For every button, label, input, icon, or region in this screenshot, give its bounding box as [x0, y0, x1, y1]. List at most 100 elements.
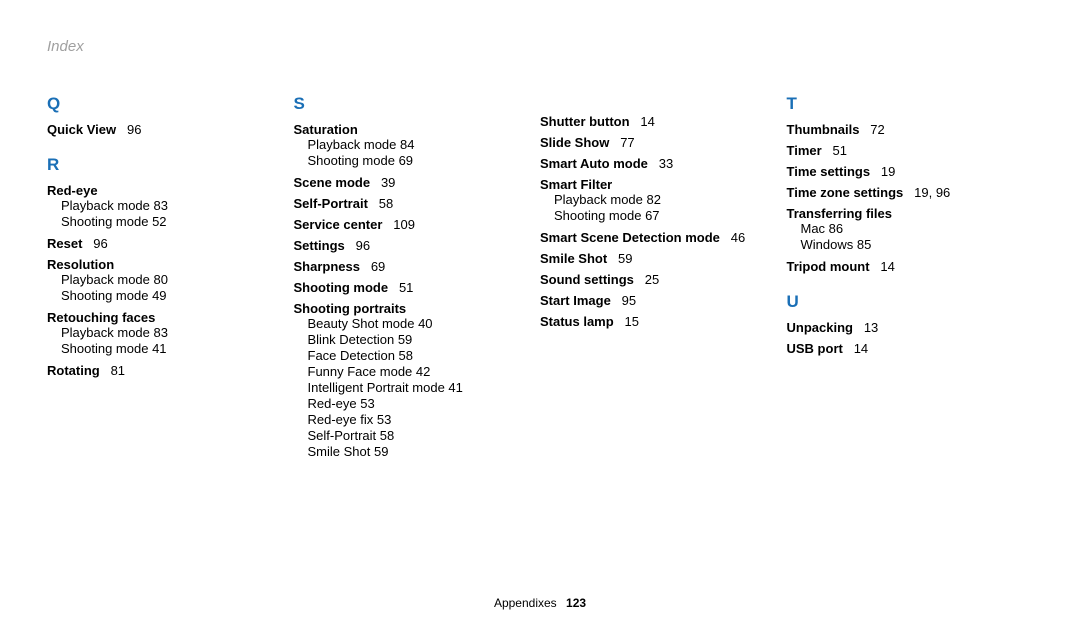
pages: 95: [622, 293, 636, 308]
term: Start Image: [540, 293, 618, 308]
footer-page: 123: [566, 596, 586, 610]
pages: 59: [618, 251, 632, 266]
entry-self-portrait: Self-Portrait 58: [294, 196, 541, 211]
column-3: Shutter button 14 Slide Show 77 Smart Au…: [540, 90, 787, 466]
entry-saturation: Saturation Playback mode 84 Shooting mod…: [294, 122, 541, 169]
term: Self-Portrait: [294, 196, 376, 211]
term: Time settings: [787, 164, 878, 179]
term: Smart Scene Detection mode: [540, 230, 727, 245]
pages: 14: [854, 341, 868, 356]
pages: 25: [645, 272, 659, 287]
pages: 14: [880, 259, 894, 274]
sub: Red-eye 53: [308, 396, 541, 411]
pages: 46: [731, 230, 745, 245]
entry-rotating: Rotating 81: [47, 363, 294, 378]
entry-transferring-files: Transferring files Mac 86 Windows 85: [787, 206, 1034, 253]
pages: 81: [111, 363, 125, 378]
entry-shooting-portraits: Shooting portraits Beauty Shot mode 40 B…: [294, 301, 541, 460]
sub: Beauty Shot mode 40: [308, 316, 541, 331]
sub: Windows 85: [801, 237, 1034, 252]
entry-sound-settings: Sound settings 25: [540, 272, 787, 287]
entry-time-settings: Time settings 19: [787, 164, 1034, 179]
term: Settings: [294, 238, 353, 253]
sub: Funny Face mode 42: [308, 364, 541, 379]
entry-sharpness: Sharpness 69: [294, 259, 541, 274]
column-4: T Thumbnails 72 Timer 51 Time settings 1…: [787, 90, 1034, 466]
sub: Self-Portrait 58: [308, 428, 541, 443]
entry-retouching-faces: Retouching faces Playback mode 83 Shooti…: [47, 310, 294, 357]
sub: Shooting mode 69: [308, 153, 541, 168]
term: Red-eye: [47, 183, 294, 198]
page-header: Index: [47, 38, 84, 55]
letter-r: R: [47, 155, 294, 175]
term: Status lamp: [540, 314, 621, 329]
sub: Red-eye fix 53: [308, 412, 541, 427]
term: Rotating: [47, 363, 107, 378]
entry-reset: Reset 96: [47, 236, 294, 251]
entry-quick-view: Quick View 96: [47, 122, 294, 137]
sub: Shooting mode 49: [61, 288, 294, 303]
term: Timer: [787, 143, 829, 158]
sub: Blink Detection 59: [308, 332, 541, 347]
term: Reset: [47, 236, 90, 251]
column-1: Q Quick View 96 R Red-eye Playback mode …: [47, 90, 294, 466]
pages: 19: [881, 164, 895, 179]
term: Smart Filter: [540, 177, 787, 192]
entry-usb-port: USB port 14: [787, 341, 1034, 356]
pages: 58: [379, 196, 393, 211]
sub: Shooting mode 41: [61, 341, 294, 356]
entry-thumbnails: Thumbnails 72: [787, 122, 1034, 137]
entry-tripod-mount: Tripod mount 14: [787, 259, 1034, 274]
pages: 51: [399, 280, 413, 295]
entry-slide-show: Slide Show 77: [540, 135, 787, 150]
entry-red-eye: Red-eye Playback mode 83 Shooting mode 5…: [47, 183, 294, 230]
term: Shooting portraits: [294, 301, 541, 316]
sub: Shooting mode 67: [554, 208, 787, 223]
term: Slide Show: [540, 135, 617, 150]
entry-smart-filter: Smart Filter Playback mode 82 Shooting m…: [540, 177, 787, 224]
footer-section: Appendixes: [494, 596, 557, 610]
sub: Playback mode 80: [61, 272, 294, 287]
entry-time-zone: Time zone settings 19, 96: [787, 185, 1034, 200]
term: Scene mode: [294, 175, 378, 190]
term: Shooting mode: [294, 280, 396, 295]
pages: 109: [393, 217, 415, 232]
entry-unpacking: Unpacking 13: [787, 320, 1034, 335]
pages: 69: [371, 259, 385, 274]
term: Retouching faces: [47, 310, 294, 325]
term: Thumbnails: [787, 122, 867, 137]
sub: Playback mode 82: [554, 192, 787, 207]
term: Unpacking: [787, 320, 861, 335]
pages: 51: [833, 143, 847, 158]
sub: Playback mode 83: [61, 325, 294, 340]
term: USB port: [787, 341, 851, 356]
term: Smart Auto mode: [540, 156, 655, 171]
entry-resolution: Resolution Playback mode 80 Shooting mod…: [47, 257, 294, 304]
term: Sound settings: [540, 272, 641, 287]
entry-shooting-mode: Shooting mode 51: [294, 280, 541, 295]
entry-scene-mode: Scene mode 39: [294, 175, 541, 190]
letter-s: S: [294, 94, 541, 114]
pages: 15: [625, 314, 639, 329]
pages: 39: [381, 175, 395, 190]
term: Shutter button: [540, 114, 637, 129]
term: Tripod mount: [787, 259, 877, 274]
term: Service center: [294, 217, 390, 232]
term: Sharpness: [294, 259, 368, 274]
pages: 96: [356, 238, 370, 253]
sub: Playback mode 83: [61, 198, 294, 213]
entry-service-center: Service center 109: [294, 217, 541, 232]
entry-shutter-button: Shutter button 14: [540, 114, 787, 129]
index-columns: Q Quick View 96 R Red-eye Playback mode …: [47, 90, 1033, 466]
pages: 13: [864, 320, 878, 335]
term: Saturation: [294, 122, 541, 137]
index-page: Index Q Quick View 96 R Red-eye Playback…: [0, 0, 1080, 630]
term: Smile Shot: [540, 251, 614, 266]
term: Quick View: [47, 122, 123, 137]
entry-smart-auto: Smart Auto mode 33: [540, 156, 787, 171]
footer: Appendixes 123: [0, 596, 1080, 610]
letter-t: T: [787, 94, 1034, 114]
pages: 14: [640, 114, 654, 129]
pages: 72: [870, 122, 884, 137]
entry-smart-scene: Smart Scene Detection mode 46: [540, 230, 787, 245]
